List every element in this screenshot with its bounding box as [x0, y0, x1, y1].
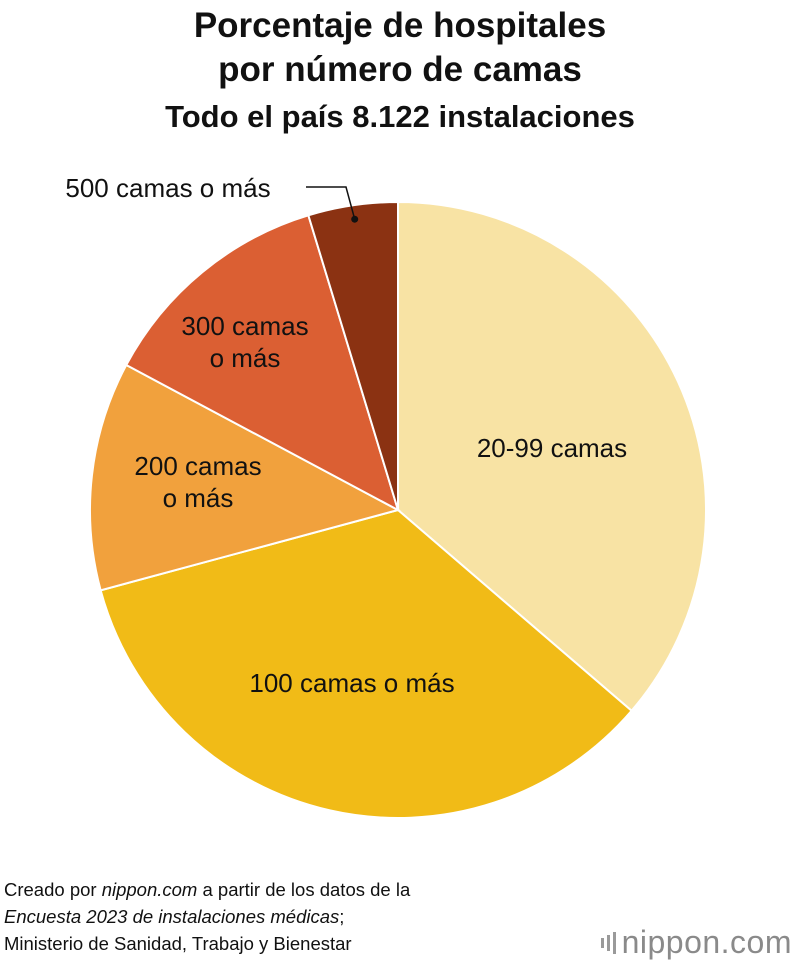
callout-line — [306, 186, 356, 220]
pie-slice-3 — [89, 363, 401, 592]
brand-suffix: .com — [720, 924, 792, 960]
source-line-3: Ministerio de Sanidad, Trabajo y Bienest… — [4, 933, 352, 954]
source-text-c: a partir de los datos de la — [197, 879, 411, 900]
chart-title-line-2: por número de camas — [218, 50, 582, 89]
slice-label-3: 200 camas o más — [134, 451, 261, 513]
slice-label-2: 100 camas o más — [249, 668, 454, 698]
source-line-2: Encuesta 2023 de instalaciones médicas; — [4, 903, 410, 930]
pie-slice-2 — [99, 508, 633, 819]
source-punct: ; — [339, 906, 345, 927]
source-note: Creado por nippon.com a partir de los da… — [4, 876, 410, 957]
callout-dot — [351, 215, 359, 223]
brand-name: nippon — [621, 924, 721, 960]
pie-slice-5 — [307, 200, 399, 511]
slice-label-4: 300 camas o más — [181, 311, 308, 373]
pie-slice-1 — [397, 200, 707, 713]
source-line-1: Creado por nippon.com a partir de los da… — [4, 876, 410, 903]
slice-label-1: 20-99 camas — [477, 433, 627, 463]
slice-label-5: 500 camas o más — [65, 173, 270, 203]
chart-subtitle: Todo el país 8.122 instalaciones — [165, 99, 635, 134]
chart-title-line-1: Porcentaje de hospitales — [193, 6, 607, 45]
brand-mark-icon — [600, 931, 616, 954]
brand-logo: nippon.com — [600, 924, 792, 961]
source-text-a: Creado por — [4, 879, 102, 900]
source-survey-name: Encuesta 2023 de instalaciones médicas — [4, 906, 340, 927]
source-site-name: nippon.com — [101, 879, 198, 900]
chart-titles: Porcentaje de hospitales por número de c… — [0, 4, 800, 138]
